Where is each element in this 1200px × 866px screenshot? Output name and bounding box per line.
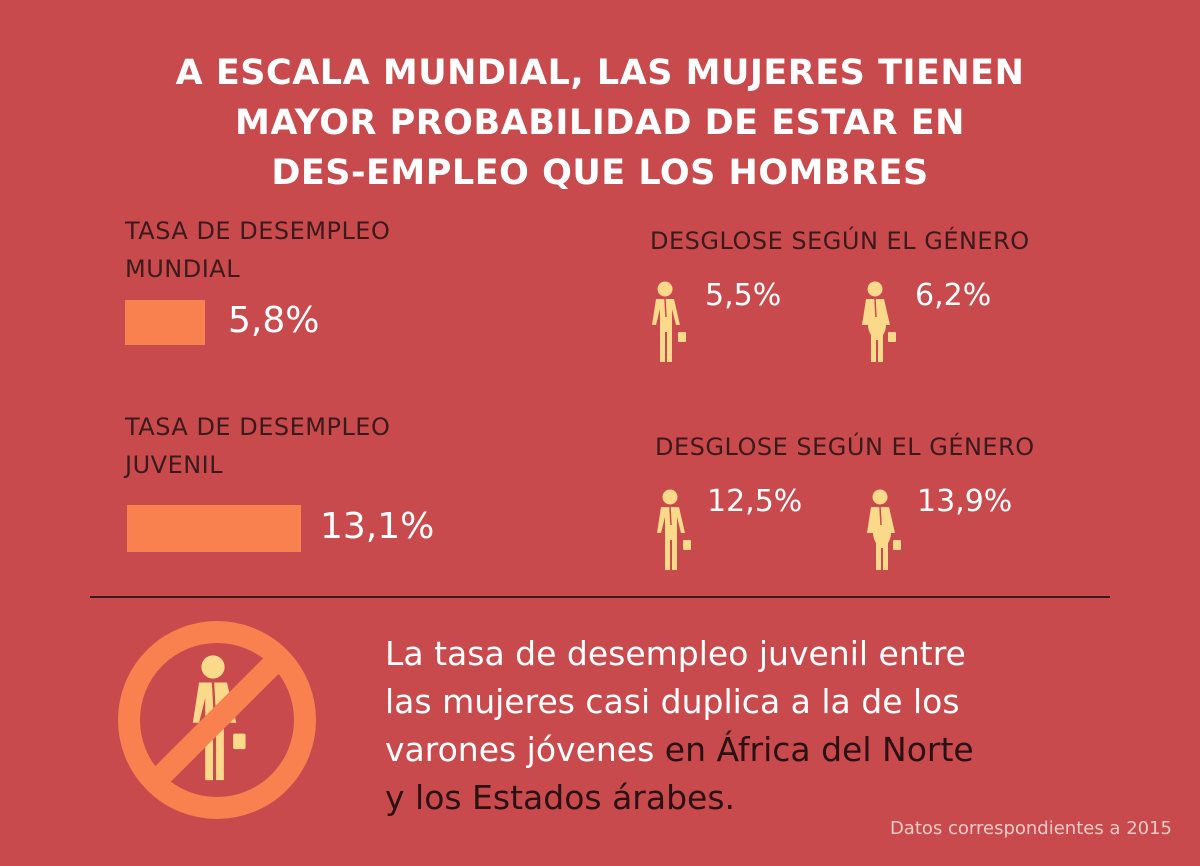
headline: A ESCALA MUNDIAL, LAS MUJERES TIENEN MAY…	[0, 48, 1200, 198]
global-rate-value: 5,8%	[228, 300, 320, 341]
message-line: varones jóvenes en África del Norte	[385, 726, 1105, 774]
divider	[90, 596, 1110, 598]
youth-rate-bar	[127, 505, 301, 552]
woman-icon	[855, 280, 901, 364]
key-message: La tasa de desempleo juvenil entre las m…	[385, 630, 1105, 822]
label-line: TASA DE DESEMPLEO	[125, 413, 391, 441]
headline-line: A ESCALA MUNDIAL, LAS MUJERES TIENEN	[175, 53, 1025, 93]
man-icon	[645, 280, 691, 364]
global-rate-label: TASA DE DESEMPLEO MUNDIAL	[125, 212, 390, 288]
youth-women-value: 13,9%	[917, 484, 1013, 519]
youth-rate-value: 13,1%	[320, 506, 435, 547]
global-men-value: 5,5%	[705, 278, 782, 313]
youth-men-value: 12,5%	[707, 484, 803, 519]
youth-rate-label: TASA DE DESEMPLEO JUVENIL	[125, 408, 390, 484]
footnote: Datos correspondientes a 2015	[889, 818, 1172, 839]
global-women-value: 6,2%	[915, 278, 992, 313]
no-youth-employment-icon	[118, 621, 316, 819]
label-line: MUNDIAL	[125, 255, 241, 283]
label-line: TASA DE DESEMPLEO	[125, 217, 391, 245]
global-rate-bar	[125, 300, 205, 345]
youth-breakdown-title: DESGLOSE SEGÚN EL GÉNERO	[655, 433, 1035, 461]
message-highlight: y los Estados árabes.	[385, 778, 736, 817]
man-icon	[650, 488, 696, 572]
headline-line: MAYOR PROBABILIDAD DE ESTAR EN	[235, 103, 965, 143]
message-line: las mujeres casi duplica a la de los	[385, 682, 960, 721]
message-highlight: en África del Norte	[664, 730, 974, 769]
headline-line: DES-EMPLEO QUE LOS HOMBRES	[271, 153, 929, 193]
label-line: JUVENIL	[125, 451, 224, 479]
message-line: La tasa de desempleo juvenil entre	[385, 634, 966, 673]
global-breakdown-title: DESGLOSE SEGÚN EL GÉNERO	[650, 227, 1030, 255]
message-text: varones jóvenes	[385, 730, 665, 769]
woman-icon	[860, 488, 906, 572]
